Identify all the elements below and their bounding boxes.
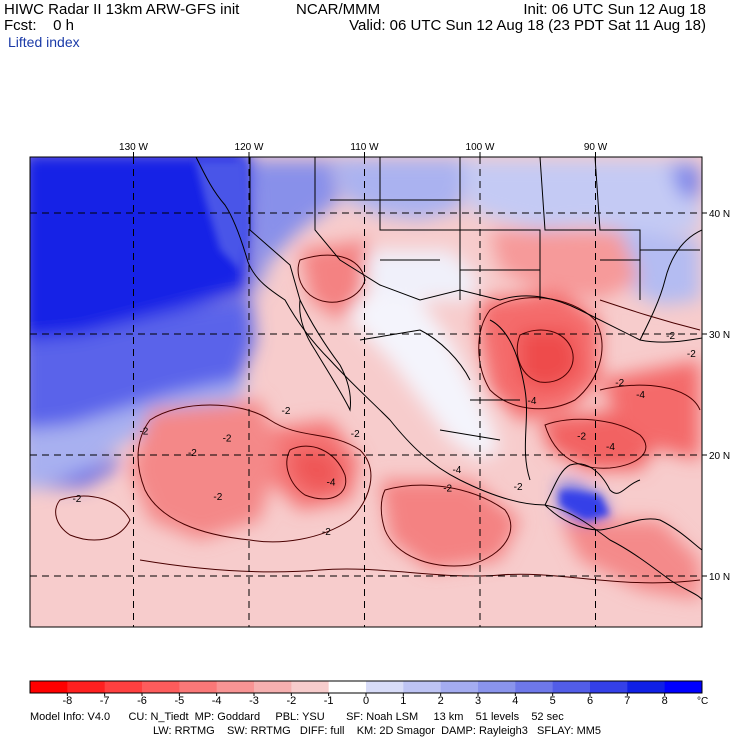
colorbar-swatch — [664, 681, 703, 693]
physics-info-line: LW: RRTMG SW: RRTMG DIFF: full KM: 2D Sm… — [153, 725, 602, 737]
longitude-labels: 130 W 120 W 110 W 100 W 90 W — [119, 142, 608, 153]
colorbar-tick-label: 4 — [512, 695, 518, 707]
lon-label: 90 W — [584, 142, 608, 153]
model-title: HIWC Radar II 13km ARW-GFS init — [4, 1, 240, 18]
field-shading — [30, 157, 702, 627]
colorbar-tick-label: -3 — [249, 695, 259, 707]
latitude-labels: 40 N 30 N 20 N 10 N — [709, 209, 730, 583]
lon-label: 110 W — [350, 142, 379, 153]
colorbar-swatch — [627, 681, 666, 693]
init-time: Init: 06 UTC Sun 12 Aug 18 — [523, 1, 706, 18]
lat-label: 20 N — [709, 451, 730, 462]
colorbar-swatch — [254, 681, 292, 693]
colorbar-swatch — [67, 681, 106, 693]
contour-label: -2 — [687, 349, 696, 360]
contour-label: -2 — [223, 434, 232, 445]
colorbar-tick-label: -7 — [100, 695, 110, 707]
contour-label: -2 — [351, 429, 360, 440]
colorbar-swatch — [142, 681, 180, 693]
graticule — [30, 157, 702, 627]
colorbar-tick-label: -6 — [137, 695, 147, 707]
contour-label: -4 — [327, 477, 336, 488]
colorbar-tick-label: 2 — [438, 695, 444, 707]
lat-label: 30 N — [709, 330, 730, 341]
colorbar-tick-label: 6 — [587, 695, 593, 707]
geographic-boundaries — [195, 157, 702, 601]
contour-label: -4 — [606, 442, 615, 453]
contour-label: -4 — [528, 396, 537, 407]
colorbar-tick-label: 3 — [475, 695, 481, 707]
lon-label: 100 W — [466, 142, 495, 153]
colorbar-unit: °C — [697, 696, 708, 707]
contour-labels: -2-2-2-2-2-2-4-2-2-2-4-4-4-4-2-2-2-2-2 — [72, 331, 696, 538]
colorbar-swatch — [552, 681, 591, 693]
lon-label: 130 W — [119, 142, 148, 153]
colorbar-swatch — [590, 681, 628, 693]
forecast-hour: Fcst: 0 h — [4, 17, 75, 34]
colorbar-tick-label: 0 — [363, 695, 369, 707]
colorbar-tick-label: -1 — [324, 695, 334, 707]
colorbar-swatch — [291, 681, 330, 693]
contour-label: -4 — [636, 390, 645, 401]
colorbar-tick-label: -8 — [62, 695, 72, 707]
contour-label: -4 — [452, 465, 461, 476]
contour-label: -2 — [322, 527, 331, 538]
contour-label: -2 — [666, 331, 675, 342]
colorbar-swatch — [328, 681, 367, 693]
colorbar-swatch — [478, 681, 516, 693]
contour-label: -2 — [514, 482, 523, 493]
plot-frame — [29, 156, 703, 628]
frame-ticks — [133, 152, 707, 577]
colorbar-tick-label: -5 — [174, 695, 184, 707]
colorbar-tick-label: -4 — [212, 695, 222, 707]
valid-time: Valid: 06 UTC Sun 12 Aug 18 (23 PDT Sat … — [349, 17, 706, 34]
organization-label: NCAR/MMM — [296, 1, 381, 18]
model-info-line: Model Info: V4.0 CU: N_Tiedt MP: Goddard… — [30, 711, 564, 723]
contour-label: -2 — [213, 492, 222, 503]
colorbar-tick-label: -2 — [286, 695, 296, 707]
contour-label: -2 — [615, 378, 624, 389]
contour-label: -2 — [443, 483, 452, 494]
colorbar-tick-label: 5 — [550, 695, 556, 707]
colorbar-swatch — [515, 681, 554, 693]
lat-label: 40 N — [709, 209, 730, 220]
colorbar-swatch — [403, 681, 442, 693]
colorbar — [29, 680, 703, 696]
colorbar-tick-label: 7 — [624, 695, 630, 707]
colorbar-swatch — [440, 681, 479, 693]
colorbar-swatch — [216, 681, 255, 693]
contour-label: -2 — [188, 448, 197, 459]
lon-label: 120 W — [235, 142, 264, 153]
contour-label: -2 — [577, 431, 586, 442]
lat-label: 10 N — [709, 572, 730, 583]
contour-label: -2 — [282, 406, 291, 417]
colorbar-tick-label: 8 — [662, 695, 668, 707]
variable-title: Lifted index — [8, 34, 80, 50]
colorbar-swatch — [30, 681, 68, 693]
colorbar-tick-label: 1 — [400, 695, 406, 707]
colorbar-swatch — [366, 681, 404, 693]
contour-label: -2 — [139, 426, 148, 437]
colorbar-swatch — [104, 681, 143, 693]
colorbar-swatch — [179, 681, 218, 693]
colorbar-labels: -8 -7 -6 -5 -4 -3 -2 -1 0 1 2 3 4 5 6 7 8 — [62, 695, 667, 707]
contour-label: -2 — [72, 494, 81, 505]
